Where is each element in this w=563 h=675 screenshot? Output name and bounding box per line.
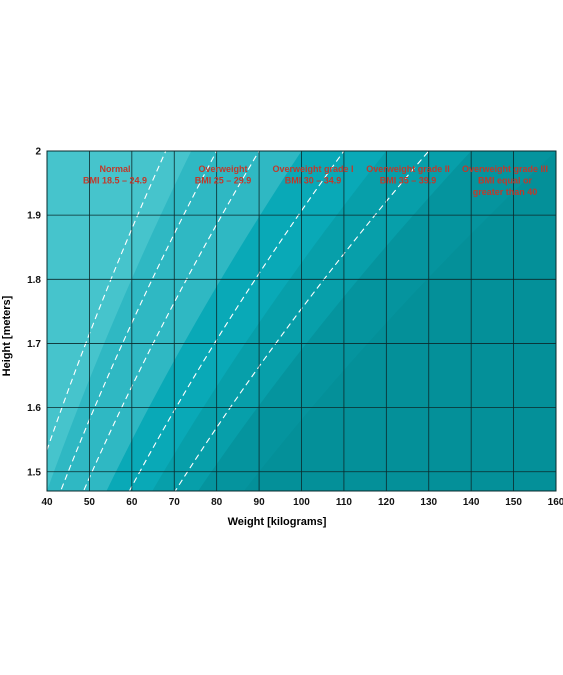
zone-label-line: BMI 35 – 39.9 bbox=[380, 176, 437, 186]
zone-label-line: BMI 25 – 29.9 bbox=[195, 176, 252, 186]
y-tick-label: 1.9 bbox=[27, 211, 41, 222]
zone-label-line: BMI 30 – 34.9 bbox=[285, 176, 342, 186]
x-tick-label: 80 bbox=[211, 497, 223, 508]
x-axis-title: Weight [kilograms] bbox=[228, 516, 327, 528]
x-tick-label: 70 bbox=[169, 497, 181, 508]
zone-5 bbox=[243, 151, 556, 491]
bmi-zones bbox=[47, 151, 556, 491]
x-tick-label: 150 bbox=[505, 497, 522, 508]
y-tick-label: 1.8 bbox=[27, 275, 41, 286]
zone-label-line: greater than 40 bbox=[473, 187, 538, 197]
x-tick-label: 60 bbox=[126, 497, 138, 508]
x-tick-label: 50 bbox=[84, 497, 96, 508]
y-axis-title: Height [meters] bbox=[1, 295, 13, 376]
plot-frame bbox=[46, 150, 557, 492]
x-tick-label: 160 bbox=[548, 497, 563, 508]
x-tick-label: 40 bbox=[41, 497, 53, 508]
zone-label-line: Overweight grade III bbox=[462, 164, 548, 174]
dashed-bmi-line bbox=[128, 151, 345, 491]
x-tick-labels: 40 50 60 70 80 90 100 110 120 130 140 150 160 bbox=[41, 497, 563, 508]
y-tick-label: 2 bbox=[35, 147, 41, 158]
zone-label: Normal BMI 18.5 – 24.9 bbox=[83, 164, 147, 186]
dashed-bmi-line bbox=[82, 151, 260, 491]
dashed-bmi-line bbox=[60, 151, 218, 491]
x-tick-label: 130 bbox=[420, 497, 437, 508]
x-tick-label: 110 bbox=[336, 497, 353, 508]
y-tick-labels: 1.5 1.6 1.7 1.8 1.9 2 bbox=[27, 147, 41, 479]
dashed-bmi-line bbox=[174, 151, 430, 491]
dashed-bmi-line bbox=[47, 151, 167, 452]
zone-label: Overweight grade III BMI equal or greater … bbox=[462, 164, 548, 197]
zone-label-line: Overweight bbox=[198, 164, 247, 174]
zone-label-line: BMI equal or bbox=[478, 176, 533, 186]
zone-label-line: Normal bbox=[99, 164, 130, 174]
zone-label: Overweight BMI 25 – 29.9 bbox=[195, 164, 252, 186]
zone-label: Overweight grade I BMI 30 – 34.9 bbox=[272, 164, 353, 186]
x-tick-label: 90 bbox=[254, 497, 266, 508]
zone-label-line: Overweight grade II bbox=[366, 164, 450, 174]
x-tick-label: 100 bbox=[293, 497, 310, 508]
y-tick-label: 1.5 bbox=[27, 467, 41, 478]
dashed-bmi-lines bbox=[47, 151, 430, 491]
y-tick-label: 1.6 bbox=[27, 403, 41, 414]
x-tick-label: 140 bbox=[463, 497, 480, 508]
zone-labels: Normal BMI 18.5 – 24.9 Overweight BMI 25 – … bbox=[83, 164, 548, 197]
zone-label: Overweight grade II BMI 35 – 39.9 bbox=[366, 164, 450, 186]
x-tick-label: 120 bbox=[378, 497, 395, 508]
zone-label-line: BMI 18.5 – 24.9 bbox=[83, 176, 147, 186]
y-tick-label: 1.7 bbox=[27, 339, 41, 350]
zone-label-line: Overweight grade I bbox=[272, 164, 353, 174]
